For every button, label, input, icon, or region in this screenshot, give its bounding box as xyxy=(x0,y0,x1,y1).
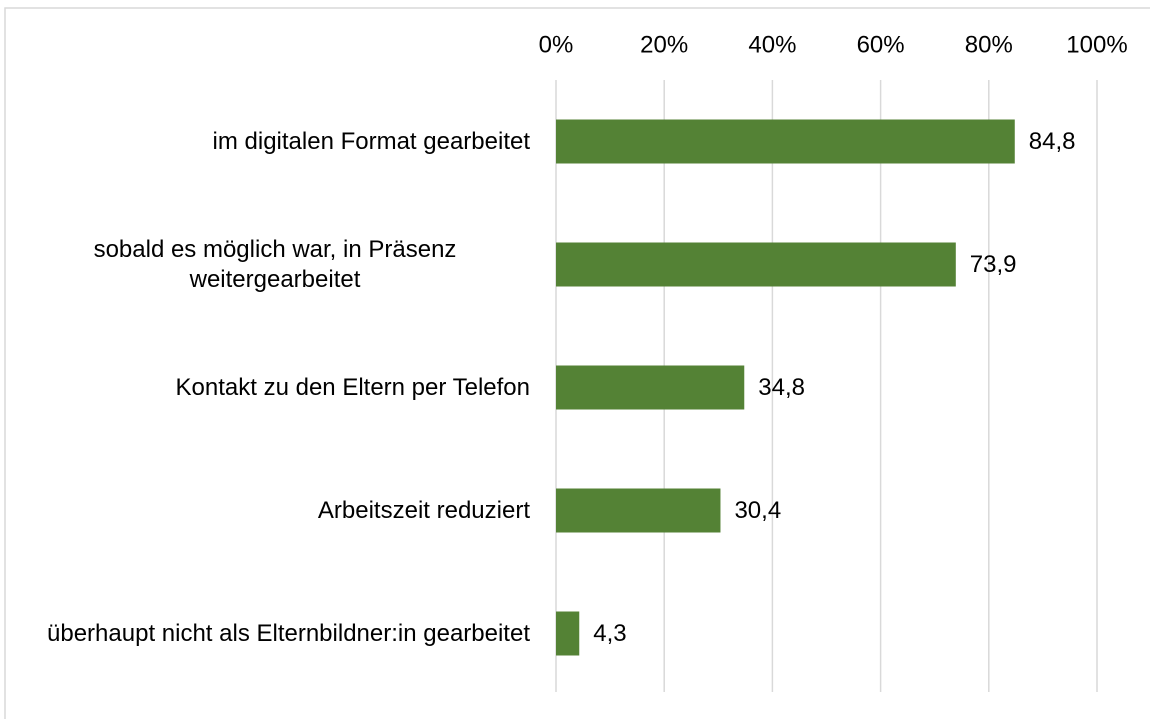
chart-border xyxy=(4,7,1150,719)
x-tick-label: 60% xyxy=(857,31,905,58)
bar xyxy=(556,365,745,410)
y-tick-label: sobald es möglich war, in Präsenz weiter… xyxy=(93,235,457,293)
data-label: 73,9 xyxy=(970,251,1017,278)
x-tick-label: 100% xyxy=(1066,31,1127,58)
bar xyxy=(556,119,1015,164)
x-tick-label: 40% xyxy=(748,31,796,58)
x-tick-label: 20% xyxy=(640,31,688,58)
data-label: 4,3 xyxy=(593,620,626,647)
bar xyxy=(556,611,580,656)
x-tick-label: 0% xyxy=(539,31,574,58)
data-label: 84,8 xyxy=(1029,128,1076,155)
category-label-box: im digitalen Format gearbeitet xyxy=(20,102,530,182)
bar xyxy=(556,488,721,533)
y-tick-label: Arbeitszeit reduziert xyxy=(317,496,530,524)
y-tick-label: im digitalen Format gearbeitet xyxy=(212,127,530,155)
y-tick-label: überhaupt nicht als Elternbildner:in gea… xyxy=(47,619,530,647)
data-label: 30,4 xyxy=(734,497,781,524)
x-tick-label: 80% xyxy=(965,31,1013,58)
category-label-box: sobald es möglich war, in Präsenz weiter… xyxy=(20,225,530,305)
category-label-box: Kontakt zu den Eltern per Telefon xyxy=(20,348,530,428)
y-tick-label: Kontakt zu den Eltern per Telefon xyxy=(175,373,530,401)
data-label: 34,8 xyxy=(758,374,805,401)
category-label-box: überhaupt nicht als Elternbildner:in gea… xyxy=(20,594,530,674)
category-label-box: Arbeitszeit reduziert xyxy=(20,471,530,551)
bar xyxy=(556,242,956,287)
